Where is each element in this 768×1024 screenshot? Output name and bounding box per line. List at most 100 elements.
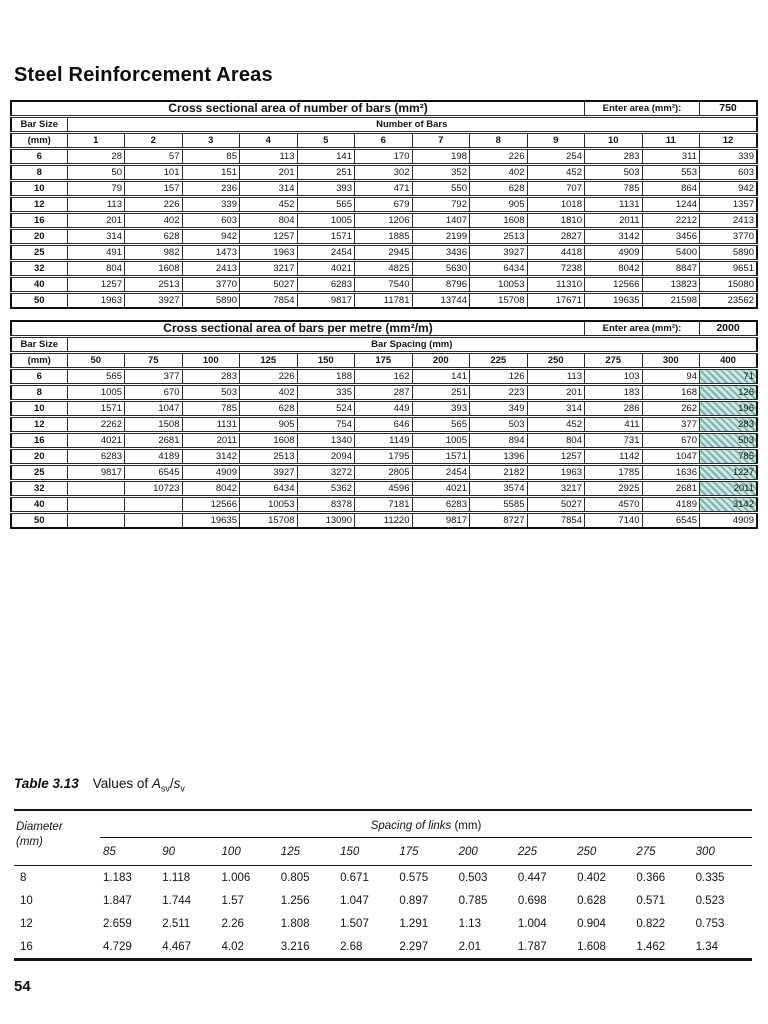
table-row: 8 1.183 1.118 1.006 0.805 0.671 0.575 0.503 0.44… <box>14 865 752 889</box>
table-cell: 236 <box>181 180 240 197</box>
table-row: 20 314 628 942 1257 1571 1885 2199 2513 2827 3142 3… <box>10 228 758 245</box>
table-cell: 3574 <box>469 480 528 497</box>
table-cell: 13744 <box>411 292 470 309</box>
table-cell: 168 <box>641 384 700 401</box>
table-cell: 339 <box>699 148 758 165</box>
row-header: 50 <box>10 292 68 309</box>
table-cell: 5027 <box>239 276 298 293</box>
table-cell: 7854 <box>239 292 298 309</box>
table-row: 40 12566 10053 8378 7181 6283 5585 5027 4570 4189… <box>10 496 758 513</box>
table-cell: 196 <box>699 400 758 417</box>
table-cell: 1608 <box>239 432 298 449</box>
table-cell: 15708 <box>469 292 528 309</box>
table-cell: 4909 <box>181 464 240 481</box>
column-group-label: Spacing of links (mm) <box>100 809 752 838</box>
table-cell: 1508 <box>124 416 183 433</box>
column-header-row: (mm) 50 75 100 125 150 175 200 225 250 275 300 400 <box>10 352 758 369</box>
table-cell: 411 <box>584 416 643 433</box>
table-cell: 894 <box>469 432 528 449</box>
row-header: 20 <box>10 448 68 465</box>
row-header: 25 <box>10 244 68 261</box>
table-cell: 8042 <box>584 260 643 277</box>
table-cell: 565 <box>296 196 355 213</box>
table-cell: 0.366 <box>636 871 666 884</box>
page-title: Steel Reinforcement Areas <box>14 64 273 86</box>
table-cell: 5400 <box>641 244 700 261</box>
row-header: 8 <box>10 164 68 181</box>
table-cell: 349 <box>469 400 528 417</box>
table-cell: 101 <box>124 164 183 181</box>
table-cell: 10053 <box>239 496 298 513</box>
table-cell: 4909 <box>699 512 758 529</box>
table-cell: 4021 <box>66 432 125 449</box>
column-header: 100 <box>218 837 278 866</box>
table-cell: 6283 <box>411 496 470 513</box>
table-cell: 565 <box>66 368 125 385</box>
table-cell: 2199 <box>411 228 470 245</box>
table-cell: 1.744 <box>162 894 192 907</box>
row-header-unit: (mm) <box>10 352 68 369</box>
table-row: 32 804 1608 2413 3217 4021 4825 5630 6434 7238 804… <box>10 260 758 277</box>
table-cell: 19635 <box>584 292 643 309</box>
table-cell: 314 <box>66 228 125 245</box>
table-cell: 12566 <box>181 496 240 513</box>
row-header-title: Diameter (mm) <box>14 809 100 866</box>
column-group-unit: (mm) <box>451 819 482 832</box>
table-cell: 1.047 <box>340 894 369 907</box>
table-row: 16 4021 2681 2011 1608 1340 1149 1005 894 804 731 6… <box>10 432 758 449</box>
table-cell: 15080 <box>699 276 758 293</box>
table-cell: 9817 <box>411 512 470 529</box>
table-cell: 6545 <box>124 464 183 481</box>
table-cell: 85 <box>181 148 240 165</box>
column-header: 50 <box>66 352 125 369</box>
column-header: 100 <box>181 352 240 369</box>
table-cell: 942 <box>699 180 758 197</box>
table-cell: 3142 <box>181 448 240 465</box>
table-cell: 5890 <box>699 244 758 261</box>
table-cell: 2.68 <box>340 940 363 953</box>
table-cell: 1.787 <box>517 940 547 953</box>
table-cell: 565 <box>411 416 470 433</box>
table-cell: 2212 <box>641 212 700 229</box>
table-row: 32 10723 8042 6434 5362 4596 4021 3574 3217 2925 2… <box>10 480 758 497</box>
table-cell: 6283 <box>66 448 125 465</box>
table-cell: 4189 <box>124 448 183 465</box>
table-cell: 113 <box>66 196 125 213</box>
table-cell: 113 <box>239 148 298 165</box>
table-cell: 1227 <box>699 464 758 481</box>
table-cell: 2094 <box>296 448 355 465</box>
table-cell: 4596 <box>354 480 413 497</box>
table-cell: 1131 <box>584 196 643 213</box>
table-cell: 126 <box>699 384 758 401</box>
table-cell: 339 <box>181 196 240 213</box>
table-cell: 785 <box>584 180 643 197</box>
table-caption: Table 3.13 Values of Asv/sv <box>14 776 752 794</box>
table-cell: 402 <box>124 212 183 229</box>
table-cell: 4570 <box>584 496 643 513</box>
table-cell: 0.402 <box>577 871 606 884</box>
table-cell: 452 <box>239 196 298 213</box>
table-cell: 0.897 <box>399 894 429 907</box>
table-cell: 8378 <box>296 496 355 513</box>
table-cell: 201 <box>526 384 585 401</box>
table-cell: 393 <box>411 400 470 417</box>
table-cell: 2925 <box>584 480 643 497</box>
column-group-label: Number of Bars <box>66 116 758 133</box>
table-cell: 377 <box>641 416 700 433</box>
column-header: 4 <box>239 132 298 149</box>
table-cell: 679 <box>354 196 413 213</box>
table-cell: 4418 <box>526 244 585 261</box>
bars-area-table: Cross sectional area of number of bars (… <box>10 100 758 309</box>
table-cell: 1.808 <box>280 917 310 930</box>
row-header: 16 <box>10 432 68 449</box>
table-cell: 6545 <box>641 512 700 529</box>
table-cell: 8796 <box>411 276 470 293</box>
table-cell: 302 <box>354 164 413 181</box>
table-cell: 1142 <box>584 448 643 465</box>
table-cell: 141 <box>296 148 355 165</box>
table-cell: 7181 <box>354 496 413 513</box>
enter-area-value: 750 <box>699 100 758 117</box>
table-cell: 628 <box>124 228 183 245</box>
column-header: 1 <box>66 132 125 149</box>
